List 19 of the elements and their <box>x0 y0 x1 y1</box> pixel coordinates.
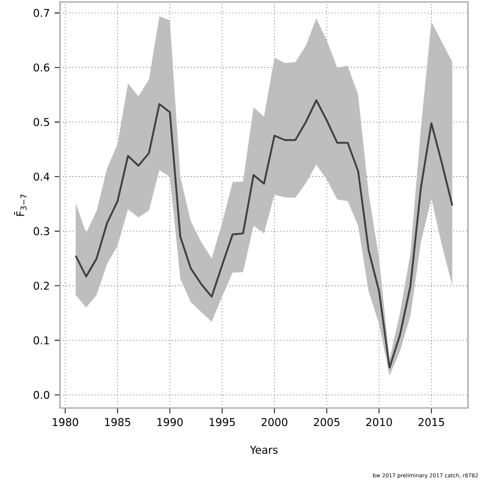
x-tick-label: 1990 <box>157 418 183 426</box>
x-tick-label: 1980 <box>52 418 78 426</box>
y-tick-label: 0.0 <box>34 390 50 399</box>
line-series <box>74 99 454 369</box>
x-tick-label: 2010 <box>366 418 392 426</box>
x-axis-title: Years <box>250 446 278 454</box>
x-tick-label: 2015 <box>418 418 444 426</box>
x-tick-label: 2000 <box>262 418 288 426</box>
y-tick-label: 0.5 <box>34 118 50 126</box>
y-tick-label: 0.2 <box>34 282 49 290</box>
y-tick-label: 0.1 <box>34 336 49 344</box>
y-tick-label: 0.6 <box>34 63 50 72</box>
y-tick-label: 0.3 <box>34 227 50 236</box>
y-tick-label: 0.4 <box>34 172 50 181</box>
y-tick-label: 0.7 <box>34 8 50 17</box>
x-tick-label: 1995 <box>210 418 235 426</box>
y-axis-title: F̄$_{3−7}$ <box>14 194 26 216</box>
x-tick-label: 2005 <box>314 418 340 426</box>
x-tick-label: 1985 <box>105 418 130 426</box>
